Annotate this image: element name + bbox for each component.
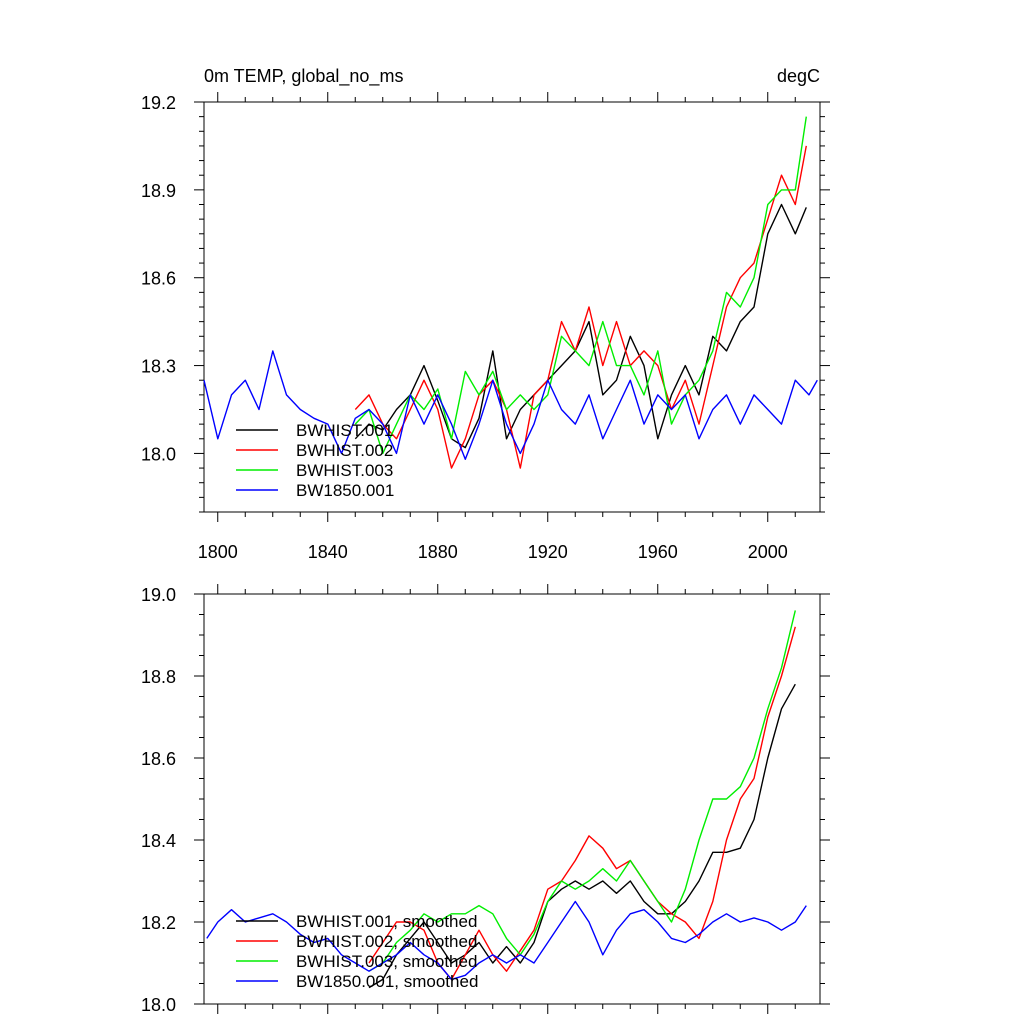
top-panel-ticks: 1800 1840 1880 1920 1960 2000 18.0 18.3 18.6 18.9… — [141, 92, 830, 562]
legend-label: BW1850.001 — [296, 481, 394, 500]
x-tick-label: 2000 — [748, 542, 788, 562]
y-tick-label: 18.2 — [141, 913, 176, 933]
legend-label: BWHIST.001, smoothed — [296, 912, 477, 931]
series-line — [354, 145, 807, 469]
legend-label: BWHIST.003, smoothed — [296, 952, 477, 971]
y-tick-label: 18.3 — [141, 357, 176, 377]
bottom-panel-ticks: 18.0 18.2 18.4 18.6 18.8 19.0 — [141, 584, 830, 1015]
y-tick-label: 18.0 — [141, 444, 176, 464]
top-panel-units: degC — [777, 66, 820, 86]
legend-label: BWHIST.003 — [296, 461, 393, 480]
series-line — [368, 610, 796, 972]
bottom-panel: 18.0 18.2 18.4 18.6 18.8 19.0 BWHIST.001, smo… — [141, 584, 830, 1015]
bottom-panel-series — [206, 610, 807, 989]
top-panel: 0m TEMP, global_no_ms degC 1800 1840 1880 1… — [141, 66, 830, 562]
series-line — [354, 116, 807, 455]
y-tick-label: 19.0 — [141, 585, 176, 605]
x-tick-label: 1960 — [638, 542, 678, 562]
top-panel-title: 0m TEMP, global_no_ms — [204, 66, 403, 87]
series-line — [354, 203, 807, 449]
x-tick-label: 1840 — [308, 542, 348, 562]
x-tick-label: 1920 — [528, 542, 568, 562]
x-tick-label: 1800 — [198, 542, 238, 562]
legend-label: BWHIST.001 — [296, 421, 393, 440]
series-line — [203, 350, 818, 460]
x-tick-label: 1880 — [418, 542, 458, 562]
legend-label: BWHIST.002 — [296, 441, 393, 460]
y-tick-label: 19.2 — [141, 93, 176, 113]
y-tick-label: 18.8 — [141, 667, 176, 687]
y-tick-label: 18.6 — [141, 749, 176, 769]
y-tick-label: 18.0 — [141, 995, 176, 1015]
top-panel-series — [203, 116, 818, 469]
series-line — [206, 900, 807, 981]
y-tick-label: 18.9 — [141, 181, 176, 201]
legend-label: BW1850.001, smoothed — [296, 972, 478, 991]
y-tick-label: 18.4 — [141, 831, 176, 851]
y-tick-label: 18.6 — [141, 269, 176, 289]
legend-label: BWHIST.002, smoothed — [296, 932, 477, 951]
